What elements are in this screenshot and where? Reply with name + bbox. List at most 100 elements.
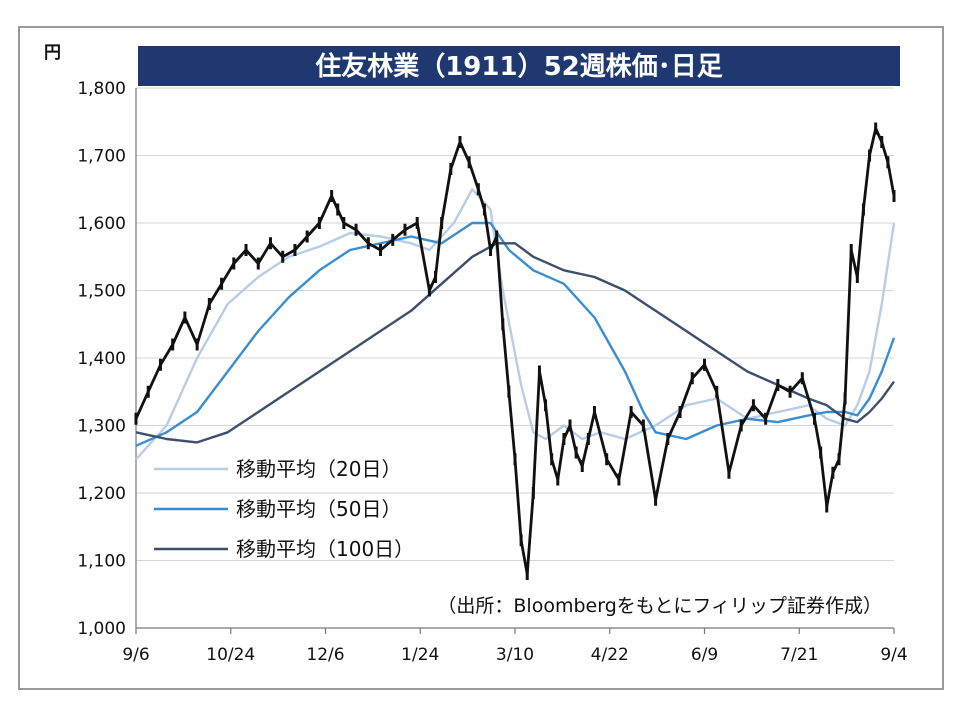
price-point (849, 244, 853, 256)
price-point (458, 136, 462, 148)
y-tick-label: 1,400 (77, 349, 126, 369)
chart-title: 住友林業（1911）52週株価･日足 (315, 51, 723, 82)
price-point (330, 190, 334, 202)
price-point (788, 385, 792, 398)
price-point (146, 385, 150, 398)
price-point (819, 446, 823, 459)
price-point (171, 338, 175, 351)
price-point (434, 271, 438, 283)
legend: 移動平均（20日） 移動平均（50日） 移動平均（100日） (154, 457, 414, 561)
price-point (874, 122, 878, 135)
price-point (837, 453, 841, 466)
price-point (666, 433, 670, 445)
y-unit-label: 円 (44, 43, 61, 63)
price-point (727, 466, 731, 479)
price-point (440, 217, 444, 229)
x-tick-label: 7/21 (780, 645, 818, 665)
price-point (427, 284, 431, 297)
series-line-ma20 (135, 188, 896, 461)
price-point (531, 487, 535, 499)
legend-label-ma20: 移動平均（20日） (236, 457, 401, 481)
price-point (489, 244, 493, 256)
price-series (134, 122, 896, 580)
price-point (868, 149, 872, 162)
price-point (268, 237, 272, 250)
x-tick-labels: 9/6 10/24 12/6 1/24 3/10 4/22 6/9 7/21 9/4 (122, 628, 908, 665)
price-point (880, 136, 884, 148)
price-point (134, 412, 138, 425)
x-tick-label: 3/10 (496, 645, 534, 665)
grid-lines (136, 87, 894, 561)
x-tick-label: 12/6 (306, 645, 344, 665)
price-point (886, 156, 890, 169)
price-point (764, 412, 768, 425)
price-point (861, 203, 865, 216)
price-point (256, 257, 260, 270)
legend-label-ma100: 移動平均（100日） (236, 537, 414, 561)
series-lines (135, 188, 896, 461)
price-point (207, 298, 211, 310)
price-point (232, 257, 236, 270)
price-point (183, 311, 187, 324)
stock-price-chart: 住友林業（1911）52週株価･日足 円 1,000 1,100 1,200 1,30… (44, 43, 908, 665)
price-point (825, 500, 829, 513)
price-point (843, 392, 847, 405)
price-point (336, 203, 340, 216)
y-tick-label: 1,600 (77, 214, 126, 234)
price-point (641, 419, 645, 432)
price-point (482, 203, 486, 216)
price-point (776, 379, 780, 391)
price-point (403, 223, 407, 236)
price-point (751, 399, 755, 412)
price-point (158, 358, 162, 371)
price-point (739, 419, 743, 432)
x-tick-label: 1/24 (401, 645, 439, 665)
price-point (342, 217, 346, 229)
price-line (134, 127, 896, 576)
y-tick-label: 1,300 (77, 417, 126, 437)
price-point (501, 318, 505, 331)
price-point (537, 365, 541, 378)
price-point (831, 466, 835, 479)
price-point (800, 372, 804, 385)
price-point (317, 217, 321, 229)
y-tick-label: 1,700 (77, 147, 126, 167)
price-point (519, 534, 523, 547)
price-point (195, 338, 199, 351)
legend-label-ma50: 移動平均（50日） (236, 497, 401, 521)
price-point (855, 271, 859, 283)
price-point (715, 385, 719, 398)
price-point (580, 460, 584, 472)
x-tick-label: 9/6 (122, 645, 149, 665)
y-tick-label: 1,100 (77, 552, 126, 572)
price-point (220, 277, 224, 290)
price-point (495, 230, 499, 243)
price-point (892, 190, 896, 202)
price-point (574, 446, 578, 459)
chart-frame: 住友林業（1911）52週株価･日足 円 1,000 1,100 1,200 1,30… (18, 26, 944, 690)
price-point (568, 419, 572, 432)
price-point (467, 156, 471, 169)
y-tick-label: 1,500 (77, 282, 126, 302)
y-tick-label: 1,000 (77, 619, 126, 639)
title-banner (138, 46, 900, 86)
price-point (678, 406, 682, 418)
price-point (366, 237, 370, 250)
price-point (550, 453, 554, 466)
price-point (293, 244, 297, 256)
price-point (507, 385, 511, 398)
price-point (354, 223, 358, 236)
x-tick-label: 9/4 (880, 645, 907, 665)
x-tick-label: 6/9 (691, 645, 718, 665)
price-point (544, 399, 548, 412)
price-point (813, 412, 817, 425)
price-point (562, 433, 566, 445)
price-point (476, 183, 480, 196)
x-tick-label: 10/24 (206, 645, 255, 665)
series-line-ma100 (135, 242, 895, 444)
series-line-ma50 (135, 221, 896, 447)
price-point (305, 230, 309, 243)
price-point (592, 406, 596, 418)
price-point (449, 163, 453, 175)
price-point (415, 217, 419, 229)
